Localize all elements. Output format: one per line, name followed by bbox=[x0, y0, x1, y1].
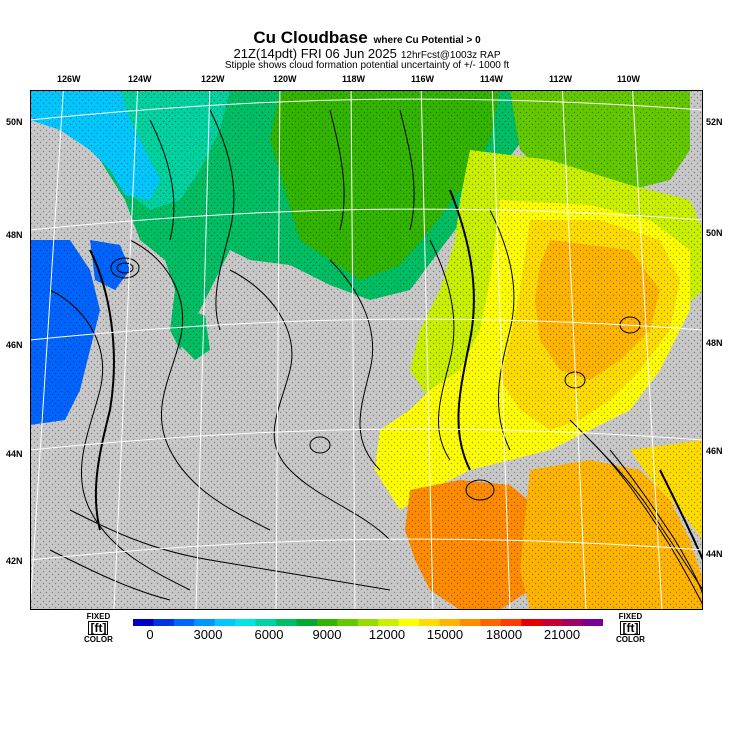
lat-label-right: 50N bbox=[706, 228, 723, 238]
valid-time: 21Z(14pdt) FRI 06 Jun 2025 bbox=[233, 46, 397, 61]
map-frame bbox=[30, 90, 703, 610]
lon-label: 122W bbox=[201, 74, 225, 84]
lat-label-right: 48N bbox=[706, 338, 723, 348]
stipple-overlay bbox=[30, 90, 703, 610]
colorbar bbox=[133, 619, 603, 626]
contour-lines-bold bbox=[89, 189, 703, 561]
colorbar-swatch bbox=[133, 619, 154, 626]
colorbar-swatch bbox=[480, 619, 502, 626]
lat-label-left: 50N bbox=[6, 117, 23, 127]
lat-label-left: 48N bbox=[6, 230, 23, 240]
lat-label-right: 52N bbox=[706, 117, 723, 127]
colorbar-tick-label: 0 bbox=[146, 627, 154, 642]
unit-fixed-label: FIXED bbox=[86, 612, 111, 621]
unit-ft-label: [ft] bbox=[620, 621, 641, 635]
colorbar-swatch bbox=[194, 619, 216, 626]
colorbar-swatch bbox=[337, 619, 359, 626]
colorbar-swatch bbox=[459, 619, 481, 626]
colorbar-tick-label: 12000 bbox=[368, 627, 406, 642]
colorbar-swatch bbox=[439, 619, 461, 626]
colorbar-swatch bbox=[521, 619, 543, 626]
unit-ft-label: [ft] bbox=[88, 621, 109, 635]
colorbar-tick-label: 9000 bbox=[312, 627, 342, 642]
colorbar-tick-label: 21000 bbox=[543, 627, 581, 642]
lon-label: 110W bbox=[617, 74, 641, 84]
graticule bbox=[30, 90, 703, 610]
stipple-note: Stipple shows cloud formation potential … bbox=[224, 60, 510, 71]
lon-label: 118W bbox=[342, 74, 366, 84]
unit-color-label: COLOR bbox=[84, 635, 113, 644]
lat-label-right: 46N bbox=[706, 446, 723, 456]
colorbar-swatch bbox=[255, 619, 277, 626]
colorbar-swatch bbox=[582, 619, 603, 626]
title-line-1: Cu Cloudbase where Cu Potential > 0 bbox=[0, 28, 734, 48]
colorbar-swatch bbox=[357, 619, 379, 626]
lon-label: 112W bbox=[549, 74, 573, 84]
colorbar-swatch bbox=[316, 619, 338, 626]
colorbar-tick-label: 18000 bbox=[485, 627, 523, 642]
colorbar-tick-label: 6000 bbox=[254, 627, 284, 642]
lat-label-left: 46N bbox=[6, 340, 23, 350]
colorbar-swatch bbox=[562, 619, 584, 626]
colorbar-tick-label: 3000 bbox=[193, 627, 223, 642]
colorbar-unit-left: FIXED [ft] COLOR bbox=[84, 612, 113, 644]
colorbar-swatch bbox=[235, 619, 257, 626]
colorbar-swatch bbox=[296, 619, 318, 626]
map-condition: where Cu Potential > 0 bbox=[373, 35, 481, 46]
colorbar-swatch bbox=[173, 619, 195, 626]
map-title: Cu Cloudbase bbox=[253, 28, 368, 47]
colorbar-swatch bbox=[276, 619, 297, 626]
colorbar-swatch bbox=[398, 619, 420, 626]
lon-label: 126W bbox=[57, 74, 81, 84]
lon-label: 114W bbox=[480, 74, 504, 84]
forecast-info: 12hrFcst@1003z RAP bbox=[400, 50, 501, 61]
colorbar-unit-right: FIXED [ft] COLOR bbox=[616, 612, 645, 644]
colorbar-swatch bbox=[214, 619, 236, 626]
colorbar-swatch bbox=[153, 619, 175, 626]
colorbar-tick-label: 15000 bbox=[426, 627, 464, 642]
colorbar-swatch bbox=[500, 619, 522, 626]
colorbar-swatch bbox=[378, 619, 400, 626]
colorbar-swatch bbox=[419, 619, 441, 626]
lon-label: 116W bbox=[411, 74, 435, 84]
lat-label-left: 42N bbox=[6, 556, 23, 566]
contour-lines bbox=[49, 109, 703, 606]
lon-label: 120W bbox=[273, 74, 297, 84]
lat-label-left: 44N bbox=[6, 449, 23, 459]
unit-color-label: COLOR bbox=[616, 635, 645, 644]
lat-label-right: 44N bbox=[706, 549, 723, 559]
lon-label: 124W bbox=[128, 74, 152, 84]
title-line-2: 21Z(14pdt) FRI 06 Jun 2025 12hrFcst@1003z… bbox=[0, 46, 734, 61]
cloudbase-map bbox=[30, 90, 703, 610]
unit-fixed-label: FIXED bbox=[618, 612, 643, 621]
colorbar-swatch bbox=[541, 619, 563, 626]
